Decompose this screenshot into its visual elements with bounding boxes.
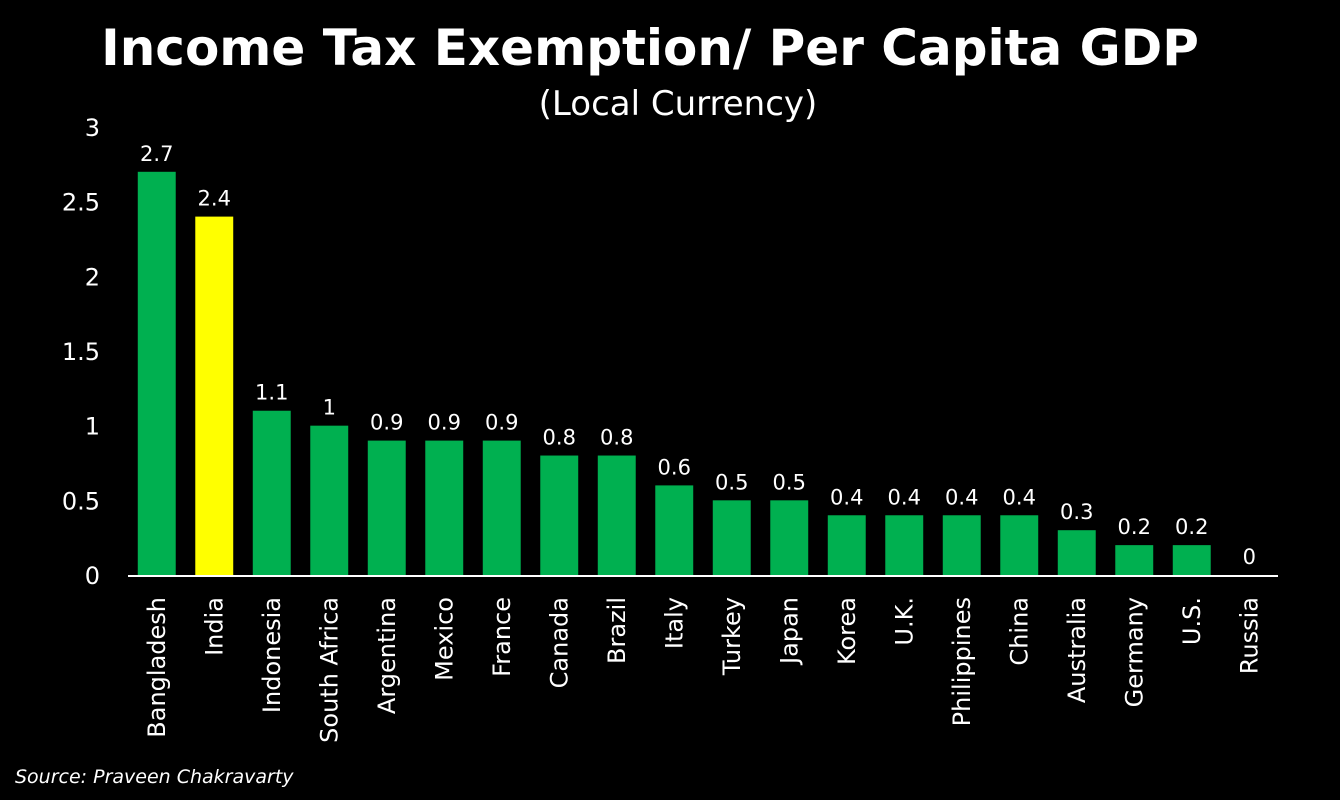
data-label: 0.8 <box>543 426 576 450</box>
y-axis-ticks: 0 0.5 1 1.5 2 2.5 3 <box>62 114 100 590</box>
chart-subtitle: (Local Currency) <box>539 84 818 124</box>
y-tick-label: 2.5 <box>62 189 100 217</box>
data-labels: 2.7 2.4 1.1 1 0.9 0.9 0.9 0.8 0.8 0.6 0.5 0.5 0.4 0.4… <box>140 142 1256 569</box>
y-tick-label: 0 <box>85 562 100 590</box>
x-tick-label: Australia <box>1063 597 1091 703</box>
data-label: 0.2 <box>1118 515 1151 539</box>
x-tick-label: U.S. <box>1178 597 1206 645</box>
x-tick-label: China <box>1005 597 1033 666</box>
bar-korea <box>827 515 866 575</box>
data-label: 0.3 <box>1060 500 1093 524</box>
bar-bangladesh <box>137 171 176 576</box>
x-tick-label: Brazil <box>603 597 631 664</box>
data-label: 0.4 <box>888 485 921 509</box>
data-label: 0.2 <box>1175 515 1208 539</box>
data-label: 0.9 <box>370 411 403 435</box>
chart-title: Income Tax Exemption/ Per Capita GDP <box>101 19 1199 77</box>
x-tick-label: Germany <box>1120 597 1148 707</box>
bar-brazil <box>597 455 636 575</box>
data-label: 0.9 <box>428 411 461 435</box>
bar-japan <box>770 500 809 575</box>
x-tick-label: U.K. <box>890 597 918 646</box>
y-tick-label: 0.5 <box>62 487 100 515</box>
x-tick-label: India <box>200 597 228 656</box>
data-label: 1.1 <box>255 381 288 405</box>
data-label: 0.6 <box>658 455 691 479</box>
bar-china <box>1000 515 1039 575</box>
y-tick-label: 3 <box>85 114 100 142</box>
x-tick-label: Bangladesh <box>143 597 171 738</box>
bar-india <box>195 216 234 575</box>
data-label: 2.7 <box>140 142 173 166</box>
x-tick-label: Canada <box>545 597 573 688</box>
bar-france <box>482 440 521 575</box>
data-label: 2.4 <box>198 187 231 211</box>
y-tick-label: 1.5 <box>62 338 100 366</box>
data-label: 0.4 <box>1003 485 1036 509</box>
bar-philippines <box>942 515 981 575</box>
bar-australia <box>1057 530 1096 575</box>
data-label: 1 <box>323 396 336 420</box>
x-tick-label: Russia <box>1235 597 1263 674</box>
x-tick-label: Turkey <box>718 597 746 676</box>
bar-mexico <box>425 440 464 575</box>
bars <box>137 171 1211 576</box>
data-label: 0.5 <box>715 470 748 494</box>
x-tick-label: South Africa <box>315 597 343 743</box>
bar-italy <box>655 485 694 575</box>
category-labels: Bangladesh India Indonesia South Africa Arge… <box>143 597 1264 743</box>
bar-south-africa <box>310 425 349 575</box>
y-tick-label: 2 <box>85 263 100 291</box>
x-tick-label: Japan <box>775 597 803 666</box>
y-tick-label: 1 <box>85 413 100 441</box>
x-tick-label: Italy <box>660 597 688 649</box>
bar-indonesia <box>252 410 291 575</box>
x-tick-label: Indonesia <box>258 597 286 713</box>
bar-u-s <box>1172 545 1211 575</box>
data-label: 0.4 <box>830 485 863 509</box>
bar-argentina <box>367 440 406 575</box>
source-note: Source: Praveen Chakravarty <box>15 766 294 788</box>
data-label: 0.8 <box>600 426 633 450</box>
bar-germany <box>1115 545 1154 575</box>
x-tick-label: Mexico <box>430 597 458 681</box>
x-tick-label: France <box>488 597 516 677</box>
bar-u-k <box>885 515 924 575</box>
data-label: 0 <box>1243 545 1256 569</box>
data-label: 0.9 <box>485 411 518 435</box>
x-tick-label: Korea <box>833 597 861 665</box>
data-label: 0.5 <box>773 470 806 494</box>
bar-canada <box>540 455 579 575</box>
bar-turkey <box>712 500 751 575</box>
x-tick-label: Philippines <box>948 597 976 726</box>
x-tick-label: Argentina <box>373 597 401 714</box>
data-label: 0.4 <box>945 485 978 509</box>
